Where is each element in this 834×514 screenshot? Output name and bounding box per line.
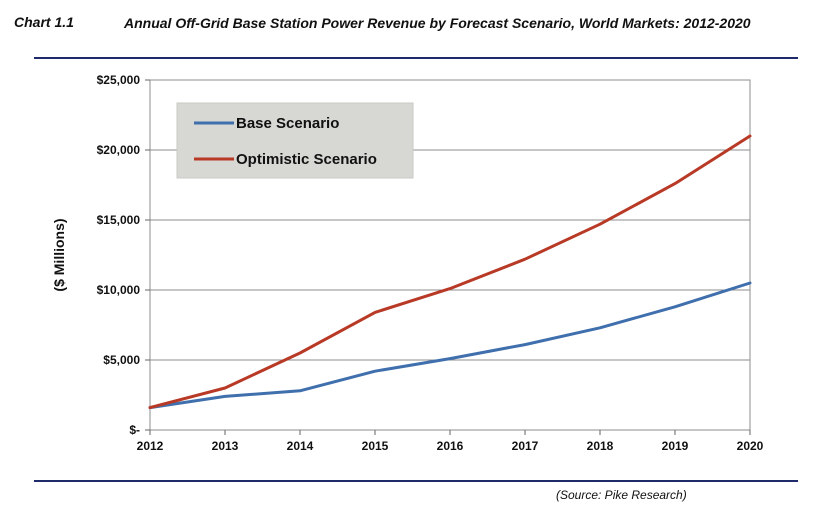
x-tick-label: 2017	[512, 439, 539, 453]
chart-number: Chart 1.1	[14, 14, 74, 30]
y-tick-label: $-	[129, 423, 140, 437]
series-lines	[148, 134, 752, 410]
axes: $- $5,000 $10,000 $15,000 $20,000 $25,000 2012…	[97, 73, 764, 453]
y-tick-label: $5,000	[103, 353, 140, 367]
chart-title: Annual Off-Grid Base Station Power Reven…	[124, 15, 751, 31]
legend-label: Base Scenario	[236, 115, 339, 132]
x-tick-label: 2012	[137, 439, 164, 453]
y-tick-label: $10,000	[97, 283, 141, 297]
x-tick-label: 2019	[662, 439, 689, 453]
legend-label: Optimistic Scenario	[236, 151, 377, 168]
x-tick-label: 2015	[362, 439, 389, 453]
gridlines	[150, 149, 750, 361]
x-tick-label: 2016	[437, 439, 464, 453]
legend-box	[176, 102, 414, 179]
top-rule	[34, 57, 798, 59]
y-tick-label: $20,000	[97, 143, 141, 157]
y-axis-label: ($ Millions)	[51, 218, 67, 291]
legend: Base Scenario Optimistic Scenario	[176, 102, 414, 179]
series-line-base	[148, 281, 752, 410]
x-tick-label: 2020	[737, 439, 764, 453]
y-tick-label: $15,000	[97, 213, 141, 227]
x-tick-label: 2018	[587, 439, 614, 453]
x-tick-label: 2013	[212, 439, 239, 453]
x-tick-label: 2014	[287, 439, 314, 453]
y-tick-label: $25,000	[97, 73, 141, 87]
source-note: (Source: Pike Research)	[556, 488, 687, 502]
bottom-rule	[34, 480, 798, 482]
series-line-optimistic	[148, 134, 752, 410]
